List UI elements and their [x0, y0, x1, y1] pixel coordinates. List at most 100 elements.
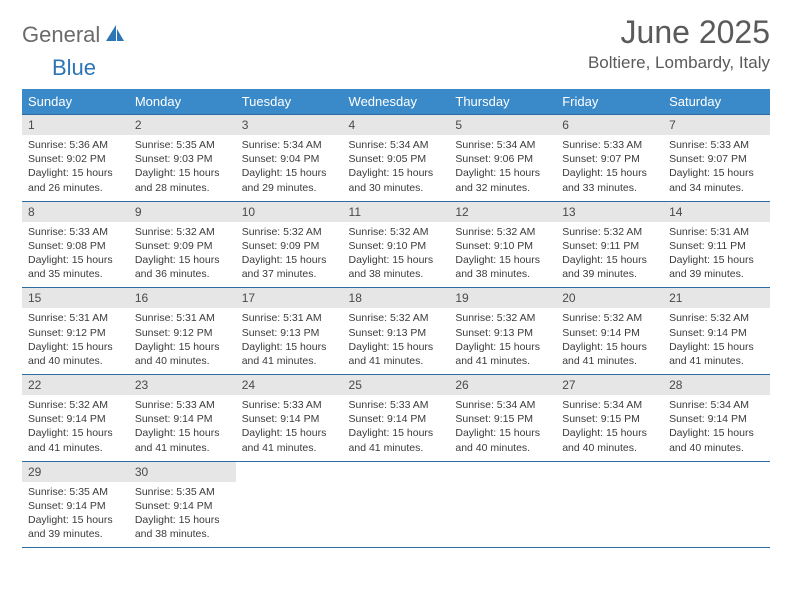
sunrise-line: Sunrise: 5:33 AM — [135, 398, 230, 412]
daylight-line: Daylight: 15 hours and 33 minutes. — [562, 166, 657, 194]
day-body — [449, 482, 556, 544]
calendar-body: 1Sunrise: 5:36 AMSunset: 9:02 PMDaylight… — [22, 115, 770, 548]
calendar-cell: 17Sunrise: 5:31 AMSunset: 9:13 PMDayligh… — [236, 288, 343, 375]
day-body: Sunrise: 5:34 AMSunset: 9:06 PMDaylight:… — [449, 135, 556, 201]
sunset-line: Sunset: 9:13 PM — [455, 326, 550, 340]
sunrise-line: Sunrise: 5:32 AM — [562, 225, 657, 239]
day-body: Sunrise: 5:32 AMSunset: 9:09 PMDaylight:… — [129, 222, 236, 288]
calendar-week: 22Sunrise: 5:32 AMSunset: 9:14 PMDayligh… — [22, 375, 770, 462]
daylight-line: Daylight: 15 hours and 40 minutes. — [455, 426, 550, 454]
day-number: 29 — [22, 462, 129, 482]
daylight-line: Daylight: 15 hours and 41 minutes. — [242, 340, 337, 368]
day-body: Sunrise: 5:34 AMSunset: 9:05 PMDaylight:… — [343, 135, 450, 201]
day-body — [663, 482, 770, 544]
sunset-line: Sunset: 9:14 PM — [669, 326, 764, 340]
day-body: Sunrise: 5:35 AMSunset: 9:14 PMDaylight:… — [22, 482, 129, 548]
daylight-line: Daylight: 15 hours and 39 minutes. — [669, 253, 764, 281]
sunrise-line: Sunrise: 5:32 AM — [28, 398, 123, 412]
daylight-line: Daylight: 15 hours and 38 minutes. — [455, 253, 550, 281]
sunrise-line: Sunrise: 5:33 AM — [349, 398, 444, 412]
sunset-line: Sunset: 9:14 PM — [349, 412, 444, 426]
day-number: 20 — [556, 288, 663, 308]
brand-blue: Blue — [52, 55, 96, 80]
daylight-line: Daylight: 15 hours and 41 minutes. — [349, 340, 444, 368]
daylight-line: Daylight: 15 hours and 41 minutes. — [242, 426, 337, 454]
sunset-line: Sunset: 9:11 PM — [562, 239, 657, 253]
day-number — [449, 462, 556, 482]
sunrise-line: Sunrise: 5:33 AM — [28, 225, 123, 239]
calendar-cell: 3Sunrise: 5:34 AMSunset: 9:04 PMDaylight… — [236, 115, 343, 202]
sunrise-line: Sunrise: 5:35 AM — [135, 138, 230, 152]
day-number — [556, 462, 663, 482]
daylight-line: Daylight: 15 hours and 26 minutes. — [28, 166, 123, 194]
day-number: 3 — [236, 115, 343, 135]
day-body: Sunrise: 5:34 AMSunset: 9:04 PMDaylight:… — [236, 135, 343, 201]
daylight-line: Daylight: 15 hours and 40 minutes. — [669, 426, 764, 454]
calendar-cell: 16Sunrise: 5:31 AMSunset: 9:12 PMDayligh… — [129, 288, 236, 375]
day-number: 21 — [663, 288, 770, 308]
day-number: 16 — [129, 288, 236, 308]
day-body: Sunrise: 5:31 AMSunset: 9:13 PMDaylight:… — [236, 308, 343, 374]
day-number: 13 — [556, 202, 663, 222]
sunset-line: Sunset: 9:14 PM — [562, 326, 657, 340]
brand-logo: General — [22, 14, 128, 48]
day-number: 24 — [236, 375, 343, 395]
sunrise-line: Sunrise: 5:36 AM — [28, 138, 123, 152]
day-number: 6 — [556, 115, 663, 135]
sunrise-line: Sunrise: 5:31 AM — [135, 311, 230, 325]
sunrise-line: Sunrise: 5:32 AM — [455, 311, 550, 325]
calendar-cell: 11Sunrise: 5:32 AMSunset: 9:10 PMDayligh… — [343, 201, 450, 288]
sunrise-line: Sunrise: 5:33 AM — [242, 398, 337, 412]
day-body: Sunrise: 5:31 AMSunset: 9:12 PMDaylight:… — [22, 308, 129, 374]
day-body: Sunrise: 5:33 AMSunset: 9:07 PMDaylight:… — [663, 135, 770, 201]
daylight-line: Daylight: 15 hours and 29 minutes. — [242, 166, 337, 194]
day-header: Tuesday — [236, 89, 343, 115]
calendar-cell: 27Sunrise: 5:34 AMSunset: 9:15 PMDayligh… — [556, 375, 663, 462]
day-body: Sunrise: 5:34 AMSunset: 9:15 PMDaylight:… — [449, 395, 556, 461]
daylight-line: Daylight: 15 hours and 38 minutes. — [349, 253, 444, 281]
sunset-line: Sunset: 9:14 PM — [669, 412, 764, 426]
day-body: Sunrise: 5:34 AMSunset: 9:14 PMDaylight:… — [663, 395, 770, 461]
calendar-cell: 23Sunrise: 5:33 AMSunset: 9:14 PMDayligh… — [129, 375, 236, 462]
day-body: Sunrise: 5:32 AMSunset: 9:10 PMDaylight:… — [449, 222, 556, 288]
sunset-line: Sunset: 9:04 PM — [242, 152, 337, 166]
sunrise-line: Sunrise: 5:31 AM — [669, 225, 764, 239]
calendar-table: SundayMondayTuesdayWednesdayThursdayFrid… — [22, 89, 770, 548]
day-number: 12 — [449, 202, 556, 222]
sunset-line: Sunset: 9:07 PM — [562, 152, 657, 166]
day-body: Sunrise: 5:32 AMSunset: 9:14 PMDaylight:… — [663, 308, 770, 374]
calendar-week: 8Sunrise: 5:33 AMSunset: 9:08 PMDaylight… — [22, 201, 770, 288]
day-body: Sunrise: 5:32 AMSunset: 9:13 PMDaylight:… — [343, 308, 450, 374]
day-body: Sunrise: 5:33 AMSunset: 9:08 PMDaylight:… — [22, 222, 129, 288]
sunset-line: Sunset: 9:10 PM — [455, 239, 550, 253]
day-number — [236, 462, 343, 482]
sunrise-line: Sunrise: 5:35 AM — [28, 485, 123, 499]
sunrise-line: Sunrise: 5:34 AM — [242, 138, 337, 152]
calendar-cell: 2Sunrise: 5:35 AMSunset: 9:03 PMDaylight… — [129, 115, 236, 202]
daylight-line: Daylight: 15 hours and 28 minutes. — [135, 166, 230, 194]
sunset-line: Sunset: 9:11 PM — [669, 239, 764, 253]
sunset-line: Sunset: 9:15 PM — [455, 412, 550, 426]
daylight-line: Daylight: 15 hours and 36 minutes. — [135, 253, 230, 281]
calendar-cell: 8Sunrise: 5:33 AMSunset: 9:08 PMDaylight… — [22, 201, 129, 288]
day-number: 7 — [663, 115, 770, 135]
day-number: 26 — [449, 375, 556, 395]
calendar-cell: 30Sunrise: 5:35 AMSunset: 9:14 PMDayligh… — [129, 461, 236, 548]
day-body: Sunrise: 5:36 AMSunset: 9:02 PMDaylight:… — [22, 135, 129, 201]
daylight-line: Daylight: 15 hours and 40 minutes. — [135, 340, 230, 368]
day-body: Sunrise: 5:33 AMSunset: 9:14 PMDaylight:… — [343, 395, 450, 461]
calendar-cell: 12Sunrise: 5:32 AMSunset: 9:10 PMDayligh… — [449, 201, 556, 288]
sunrise-line: Sunrise: 5:32 AM — [349, 311, 444, 325]
calendar-cell: 29Sunrise: 5:35 AMSunset: 9:14 PMDayligh… — [22, 461, 129, 548]
sunset-line: Sunset: 9:14 PM — [242, 412, 337, 426]
day-header: Sunday — [22, 89, 129, 115]
daylight-line: Daylight: 15 hours and 41 minutes. — [562, 340, 657, 368]
sunrise-line: Sunrise: 5:32 AM — [669, 311, 764, 325]
daylight-line: Daylight: 15 hours and 38 minutes. — [135, 513, 230, 541]
sunset-line: Sunset: 9:14 PM — [135, 412, 230, 426]
sunset-line: Sunset: 9:14 PM — [135, 499, 230, 513]
calendar-cell: 9Sunrise: 5:32 AMSunset: 9:09 PMDaylight… — [129, 201, 236, 288]
day-number: 17 — [236, 288, 343, 308]
month-title: June 2025 — [588, 14, 770, 51]
day-number: 23 — [129, 375, 236, 395]
